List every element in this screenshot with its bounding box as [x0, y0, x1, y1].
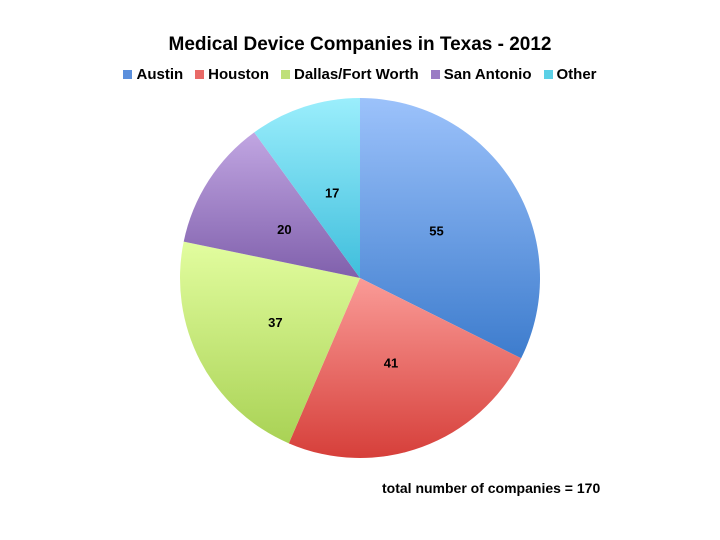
legend-swatch-other	[543, 70, 553, 79]
slice-label-houston: 41	[384, 356, 398, 371]
legend-label: Dallas/Fort Worth	[293, 66, 419, 83]
legend-label: San Antonio	[443, 66, 532, 83]
slice-label-dallas-fort-worth: 37	[268, 315, 282, 330]
pie-slice-other	[254, 98, 360, 278]
legend-item-dallas-fort-worth: Dallas/Fort Worth	[280, 66, 419, 83]
pie-slice-austin	[360, 98, 541, 359]
legend-swatch-austin	[123, 70, 133, 79]
legend-label: Austin	[136, 66, 184, 83]
slice-label-san-antonio: 20	[277, 222, 291, 237]
slice-label-other: 17	[325, 185, 339, 200]
legend-label: Other	[556, 66, 597, 83]
chart-legend: Austin Houston Dallas/Fort Worth San Ant…	[0, 66, 720, 83]
legend-item-austin: Austin	[123, 66, 183, 83]
legend-swatch-san-antonio	[430, 70, 440, 79]
pie-slice-houston	[288, 278, 522, 459]
legend-item-san-antonio: San Antonio	[430, 66, 532, 83]
pie-slice-dallas-fort-worth	[179, 241, 360, 444]
legend-swatch-houston	[195, 70, 205, 79]
pie-labels: 55 41 37 20 17	[268, 185, 444, 370]
slice-label-austin: 55	[429, 224, 443, 239]
legend-swatch-dallas-fort-worth	[280, 70, 290, 79]
legend-item-other: Other	[543, 66, 597, 83]
legend-item-houston: Houston	[195, 66, 269, 83]
pie-slices	[179, 98, 541, 459]
pie-slice-san-antonio	[183, 132, 360, 278]
chart-title: Medical Device Companies in Texas - 2012	[168, 34, 552, 55]
total-annotation: total number of companies = 170	[382, 480, 601, 496]
legend-label: Houston	[208, 66, 269, 83]
